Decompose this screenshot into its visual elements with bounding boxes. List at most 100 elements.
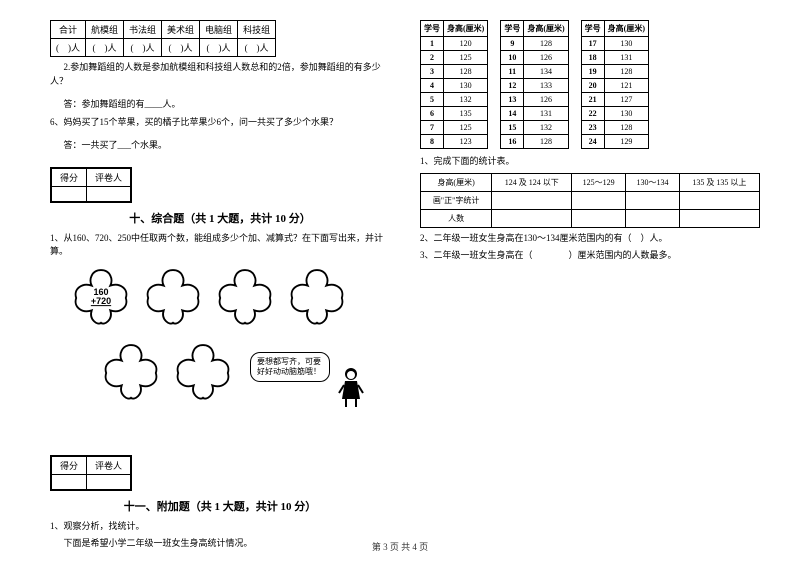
- right-column: 学号身高(厘米)11202125312841305132613571258123…: [420, 20, 760, 555]
- cell: 15: [501, 121, 524, 135]
- cell: 合计: [51, 21, 86, 39]
- speech-bubble: 要想都写齐，可要好好动动脑筋哦！: [250, 352, 330, 383]
- cell: 4: [421, 79, 444, 93]
- cell: 130～134: [626, 173, 680, 191]
- cell: 127: [604, 93, 648, 107]
- cell: 132: [444, 93, 488, 107]
- flowers-area: 160 +720 要想都写齐，可要好好动动脑筋哦！: [70, 267, 370, 437]
- table-row: 17130: [581, 37, 648, 51]
- cell: 11: [501, 65, 524, 79]
- table-row: 3128: [421, 65, 488, 79]
- cell: 131: [524, 107, 568, 121]
- table-row: 学号身高(厘米): [581, 21, 648, 37]
- r-q2: 2、二年级一班女生身高在130～134厘米范围内的有（ ）人。: [420, 232, 760, 246]
- header-cell: 身高(厘米): [604, 21, 648, 37]
- cell: 16: [501, 135, 524, 149]
- cell: 航模组: [86, 21, 124, 39]
- table-row: 10126: [501, 51, 568, 65]
- left-column: 合计 航模组 书法组 美术组 电脑组 科技组 ( )人 ( )人 ( )人 ( …: [50, 20, 390, 555]
- cell: 3: [421, 65, 444, 79]
- cell: 7: [421, 121, 444, 135]
- cell: 128: [444, 65, 488, 79]
- table-row: 15132: [501, 121, 568, 135]
- table-row: 7125: [421, 121, 488, 135]
- cell: 133: [524, 79, 568, 93]
- flower-expr: 160 +720: [91, 288, 111, 308]
- cell: 17: [581, 37, 604, 51]
- score-label: 得分: [52, 168, 87, 186]
- table-row: 16128: [501, 135, 568, 149]
- cell: 131: [604, 51, 648, 65]
- table-row: 8123: [421, 135, 488, 149]
- cell: 130: [604, 37, 648, 51]
- section-10-title: 十、综合题（共 1 大题，共计 10 分）: [50, 210, 390, 226]
- cell: 121: [604, 79, 648, 93]
- cell: 124 及 124 以下: [492, 173, 572, 191]
- table-row: 9128: [501, 37, 568, 51]
- cell: 6: [421, 107, 444, 121]
- page-footer: 第 3 页 共 4 页: [0, 540, 800, 553]
- cell: 135 及 135 以上: [679, 173, 759, 191]
- cell: 科技组: [238, 21, 276, 39]
- cell: 20: [581, 79, 604, 93]
- table-row: 6135: [421, 107, 488, 121]
- header-cell: 学号: [581, 21, 604, 37]
- table-row: 1120: [421, 37, 488, 51]
- girl-figure: [338, 367, 364, 411]
- table-row: 12133: [501, 79, 568, 93]
- table-row: 11134: [501, 65, 568, 79]
- flower-shape: [142, 267, 204, 329]
- cell: 身高(厘米): [421, 173, 492, 191]
- question-6: 6、妈妈买了15个苹果，买的橘子比苹果少6个，问一共买了多少个水果？: [50, 116, 390, 130]
- question-2: 2.参加舞蹈组的人数是参加航模组和科技组人数总和的2倍，参加舞蹈组的有多少人？: [50, 61, 390, 88]
- cell: 8: [421, 135, 444, 149]
- header-cell: 身高(厘米): [444, 21, 488, 37]
- flower-shape: 160 +720: [70, 267, 132, 329]
- table-row: 19128: [581, 65, 648, 79]
- cell: 9: [501, 37, 524, 51]
- table-row: ( )人 ( )人 ( )人 ( )人 ( )人 ( )人: [51, 39, 276, 57]
- cell: ( )人: [162, 39, 200, 57]
- cell: 人数: [421, 209, 492, 227]
- cell: 18: [581, 51, 604, 65]
- cell: 130: [444, 79, 488, 93]
- cell: 129: [604, 135, 648, 149]
- table-row: 2125: [421, 51, 488, 65]
- header-cell: 身高(厘米): [524, 21, 568, 37]
- table-row: 学号身高(厘米): [421, 21, 488, 37]
- add-q1a: 1、观察分析，找统计。: [50, 520, 390, 534]
- table-row: 4130: [421, 79, 488, 93]
- header-cell: 学号: [501, 21, 524, 37]
- cell: 125～129: [572, 173, 626, 191]
- cell: 134: [524, 65, 568, 79]
- cell: 5: [421, 93, 444, 107]
- table-row: 22130: [581, 107, 648, 121]
- table-row: 24129: [581, 135, 648, 149]
- stat-table-2: 学号身高(厘米)91281012611134121331312614131151…: [500, 20, 568, 149]
- flower-shape: [286, 267, 348, 329]
- header-cell: 学号: [421, 21, 444, 37]
- cell: 12: [501, 79, 524, 93]
- cell: 128: [604, 65, 648, 79]
- cell: 135: [444, 107, 488, 121]
- cell: 128: [524, 135, 568, 149]
- table-row: 人数: [421, 209, 760, 227]
- cell: 13: [501, 93, 524, 107]
- cell: 126: [524, 93, 568, 107]
- cell: 130: [604, 107, 648, 121]
- cell: 123: [444, 135, 488, 149]
- cell: ( )人: [86, 39, 124, 57]
- table-row: 画"正"字统计: [421, 191, 760, 209]
- table-row: 13126: [501, 93, 568, 107]
- flower-shape: [172, 342, 234, 404]
- cell: 画"正"字统计: [421, 191, 492, 209]
- table-row: 学号身高(厘米): [501, 21, 568, 37]
- score-box-2: 得分 评卷人: [50, 455, 132, 491]
- cell: 126: [524, 51, 568, 65]
- section-11-title: 十一、附加题（共 1 大题，共计 10 分）: [50, 498, 390, 514]
- r-q3: 3、二年级一班女生身高在（ ）厘米范围内的人数最多。: [420, 249, 760, 263]
- score-box: 得分 评卷人: [50, 167, 132, 203]
- groups-table: 合计 航模组 书法组 美术组 电脑组 科技组 ( )人 ( )人 ( )人 ( …: [50, 20, 276, 57]
- cell: 1: [421, 37, 444, 51]
- comp-q1: 1、从160、720、250中任取两个数，能组成多少个加、减算式？在下面写出来，…: [50, 232, 390, 259]
